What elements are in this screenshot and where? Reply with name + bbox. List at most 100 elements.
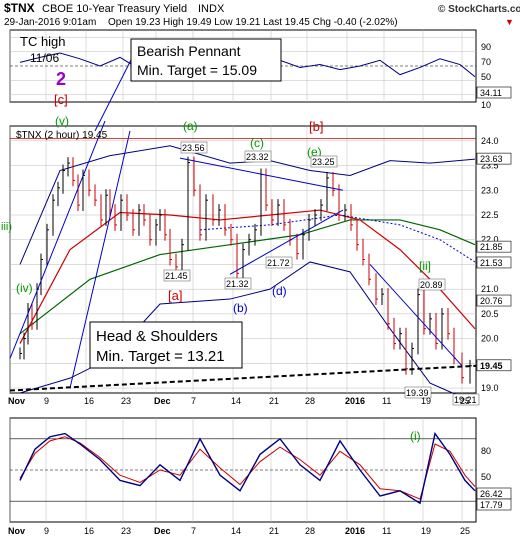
x-tick-label: 23 <box>121 526 131 536</box>
wave-label-c: (c) <box>250 136 264 150</box>
pennant-pointer-line <box>94 59 132 132</box>
price-tag-box <box>404 386 432 399</box>
value-box-label: 19.45 <box>480 361 503 371</box>
hs-target: Min. Target = 13.21 <box>96 348 225 365</box>
price-tag-box <box>265 256 293 269</box>
wave-label-iii: iii) <box>1 221 12 233</box>
x-tick-label: 21 <box>269 526 279 536</box>
label-wave-2: 2 <box>56 69 66 89</box>
top-value-box <box>476 86 512 99</box>
price-tag: 23.25 <box>312 157 335 167</box>
top-axis-label: 90 <box>481 42 491 52</box>
label-c-bracket: [c] <box>54 92 68 107</box>
wave-label-a: (a) <box>183 119 198 133</box>
bottom-value-label: 17.79 <box>480 500 503 510</box>
x-tick-label: 2016 <box>345 396 365 406</box>
bottom-value-label: 26.42 <box>480 489 503 499</box>
value-box-label: 21.53 <box>480 258 503 268</box>
bottom-axis-label: 50 <box>481 472 491 482</box>
wave-label-e: (e) <box>307 145 322 159</box>
x-tick-label: 16 <box>84 526 94 536</box>
price-tag: 19.21 <box>454 395 477 405</box>
price-tag-box <box>244 150 272 163</box>
y-tick-label: 23.0 <box>481 185 499 195</box>
y-tick-label: 22.5 <box>481 210 499 220</box>
series-layer <box>9 52 477 505</box>
price-tag-box <box>163 269 191 282</box>
price-tag-box <box>452 393 480 406</box>
top-axis-label: 10 <box>481 100 491 110</box>
price-tag: 21.45 <box>165 271 188 281</box>
x-tick-label: Dec <box>154 526 171 536</box>
wave-label-b-bracket: [b] <box>309 119 323 134</box>
chart-legend: $TNX (2 hour) 19.45 <box>16 130 108 141</box>
x-tick-label: 9 <box>44 396 49 406</box>
x-tick-label: 25 <box>460 396 470 406</box>
x-tick-label: Dec <box>154 396 171 406</box>
price-tag: 21.32 <box>226 279 249 289</box>
chart-datetime: 29-Jan-2016 9:01am <box>4 17 96 28</box>
pennant-lower-line <box>229 209 344 275</box>
value-box <box>476 152 512 165</box>
x-tick-label: 16 <box>84 396 94 406</box>
wave-label-v: (v) <box>55 114 69 128</box>
y-tick-label: 22.0 <box>481 235 499 245</box>
x-tick-label: 25 <box>460 526 470 536</box>
x-tick-label: 19 <box>421 526 431 536</box>
bottom-panel-grid <box>9 418 476 522</box>
x-tick-label: 11 <box>382 526 391 536</box>
wave-label-iv: (iv) <box>16 281 33 295</box>
bottom-value-box <box>476 498 512 511</box>
price-tag-box <box>180 141 208 154</box>
x-tick-label: 7 <box>191 526 196 536</box>
neckline <box>9 364 477 392</box>
y-tick-label: 24.0 <box>481 136 499 146</box>
x-tick-label: 14 <box>231 526 241 536</box>
price-tag-box <box>310 155 338 168</box>
price-tag: 20.89 <box>420 280 443 290</box>
trendline-up-2 <box>69 130 131 389</box>
chart-name: CBOE 10-Year Treasury Yield <box>42 3 187 15</box>
x-tick-label: Nov <box>8 526 25 536</box>
y-tick-label: 20.0 <box>481 334 499 344</box>
rsi-line <box>19 431 476 505</box>
bottom-wave-label-i: (i) <box>410 429 421 443</box>
y-tick-label: 19.0 <box>481 383 499 393</box>
x-tick-label: 23 <box>121 396 131 406</box>
x-tick-label: 11 <box>382 396 391 406</box>
bearish-pennant-box <box>130 38 282 82</box>
x-tick-label: 9 <box>44 526 49 536</box>
wave-label-b: (b) <box>233 301 248 315</box>
value-box-label: 20.76 <box>480 296 503 306</box>
top-axis-label: 50 <box>481 72 491 82</box>
chart-brand: © StockCharts.com <box>438 4 520 15</box>
x-tick-label: 19 <box>421 396 431 406</box>
price-tag-box <box>418 278 446 291</box>
price-tag-box <box>224 277 252 290</box>
price-tags: 23.56 23.32 23.25 21.45 21.32 21.72 20.8… <box>163 141 480 406</box>
label-tc-high: TC high <box>20 34 66 49</box>
value-box <box>476 256 512 269</box>
trendline-up <box>9 120 106 359</box>
bearish-pennant-target: Min. Target = 15.09 <box>137 62 257 78</box>
price-tag: 21.72 <box>267 258 290 268</box>
bearish-pennant-title: Bearish Pennant <box>137 43 241 59</box>
wave-label-d: (d) <box>272 284 287 298</box>
bottom-axis-label: 80 <box>481 446 491 456</box>
price-tag: 23.32 <box>246 152 269 162</box>
wave-label-a-bracket: [a] <box>168 288 182 303</box>
x-tick-label: 7 <box>191 396 196 406</box>
wave-label-ii-bracket: [ii] <box>419 259 431 273</box>
ema-red-line <box>19 209 476 344</box>
value-box <box>476 240 512 253</box>
label-tc-date: 11/06 <box>30 51 59 65</box>
top-axis-label: 70 <box>481 57 491 67</box>
y-tick-label: 20.5 <box>481 309 499 319</box>
x-tick-label: 28 <box>305 526 315 536</box>
y-tick-label: 21.0 <box>481 284 499 294</box>
chart-exchange: INDX <box>198 3 225 15</box>
value-box <box>476 359 512 372</box>
x-tick-label: 21 <box>269 396 279 406</box>
value-box-label: 21.85 <box>480 242 503 252</box>
